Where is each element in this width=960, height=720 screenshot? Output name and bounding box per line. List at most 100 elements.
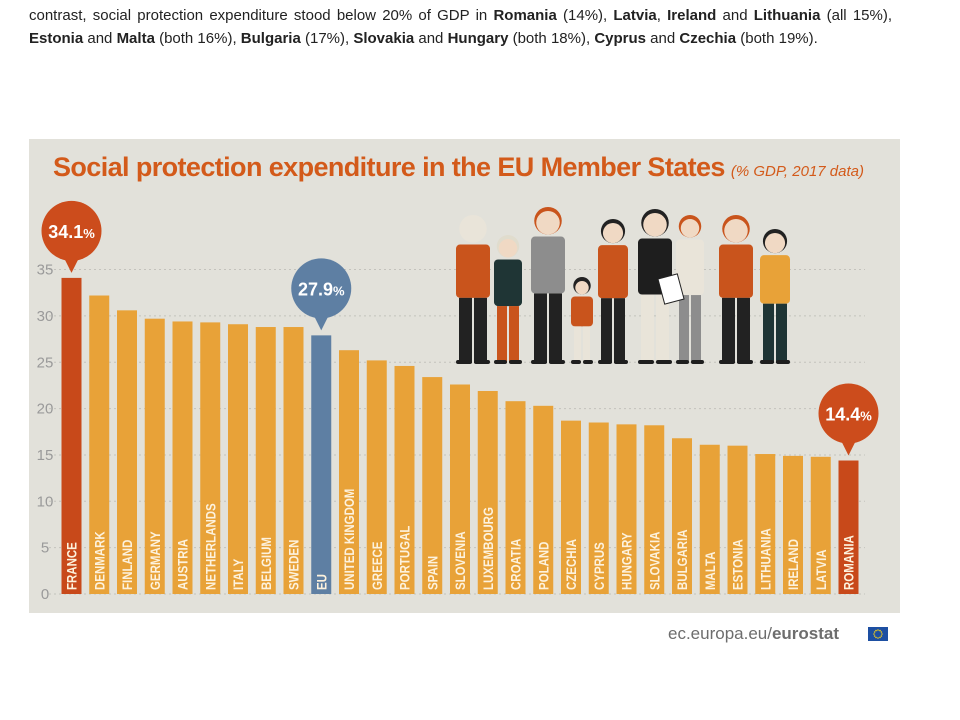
- bar-category-label: SPAIN: [424, 556, 440, 590]
- bar-greece: [366, 360, 387, 594]
- chart-canvas: 0 5 10 15 20 25 30 35 FRANCE DENMARK FINLAND GERMA…: [37, 200, 879, 603]
- bar-portugal: [394, 365, 415, 594]
- bar-italy: [228, 324, 248, 594]
- bar-category-label: SWEDEN: [285, 540, 301, 590]
- bar-luxembourg: [477, 390, 498, 594]
- bar-eu: [311, 335, 332, 594]
- eu-flag-icon: [868, 627, 888, 641]
- person-figure: [638, 209, 672, 364]
- bar-category-label: BULGARIA: [674, 529, 690, 590]
- bar-united-kingdom: [339, 350, 359, 594]
- bar-slovenia: [450, 384, 470, 594]
- bar-france: [61, 277, 82, 594]
- bar-bulgaria: [672, 438, 692, 594]
- callout-pointer: [63, 256, 80, 273]
- y-tick-label: 20: [37, 401, 54, 418]
- bar-austria: [172, 321, 193, 594]
- y-tick-label: 25: [37, 354, 54, 371]
- bar-category-label: LITHUANIA: [757, 528, 773, 590]
- bar-category-label: CZECHIA: [563, 539, 579, 590]
- bar-germany: [144, 318, 165, 594]
- y-tick-label: 0: [41, 586, 49, 603]
- bar-category-label: CYPRUS: [591, 542, 607, 590]
- callout-romania: 14.4%: [818, 383, 879, 456]
- eu-flag-stars: [873, 629, 883, 639]
- bar-malta: [699, 444, 720, 594]
- bar-category-label: ESTONIA: [729, 539, 745, 590]
- source-brand: eurostat: [771, 624, 840, 643]
- bar-category-label: UNITED KINGDOM: [341, 489, 357, 590]
- bar-category-label: IRELAND: [785, 539, 801, 590]
- bar-latvia: [810, 456, 831, 594]
- bar-category-label: LATVIA: [813, 549, 829, 590]
- callout-value: 14.4%: [825, 405, 872, 425]
- intro-paragraph: contrast, social protection expenditure …: [29, 7, 893, 47]
- bar-category-label: POLAND: [535, 542, 551, 590]
- y-tick-label: 35: [37, 262, 54, 279]
- callout-eu: 27.9%: [291, 258, 352, 331]
- bar-category-label: BELGIUM: [258, 537, 274, 590]
- y-tick-label: 15: [37, 447, 54, 464]
- callout-bubble: [41, 200, 102, 261]
- bar-finland: [117, 310, 137, 594]
- person-figure: [456, 215, 490, 364]
- document-icon: [657, 273, 685, 305]
- bar-category-label: SLOVAKIA: [646, 532, 662, 590]
- bar-cyprus: [588, 422, 609, 594]
- bar-category-label: NETHERLANDS: [202, 503, 218, 590]
- callout-bubble: [291, 258, 352, 319]
- callouts: 34.1% 27.9% 14.4%: [41, 200, 879, 456]
- callout-bubble: [818, 383, 879, 444]
- person-figure: [531, 207, 565, 364]
- bar-category-label: DENMARK: [91, 531, 107, 590]
- callout-france: 34.1%: [41, 200, 102, 273]
- bar-category-label: SLOVENIA: [452, 531, 468, 590]
- bar-category-label: HUNGARY: [618, 532, 634, 590]
- bar-denmark: [89, 295, 110, 594]
- bar-poland: [533, 405, 554, 594]
- person-figure: [494, 235, 522, 364]
- bar-croatia: [505, 401, 526, 594]
- chart-panel: 0 5 10 15 20 25 30 35 FRANCE DENMARK FINLAND GERMA…: [29, 139, 900, 613]
- bar-sweden: [283, 327, 304, 594]
- bar-lithuania: [755, 454, 776, 594]
- callout-value: 34.1%: [48, 222, 95, 242]
- bar-category-label: GERMANY: [147, 531, 163, 590]
- chart-title: Social protection expenditure in the EU …: [53, 152, 864, 183]
- bars: [61, 277, 859, 594]
- person-figure: [676, 215, 704, 364]
- y-axis-ticks: 0 5 10 15 20 25 30 35: [37, 262, 54, 603]
- chart-title-text: Social protection expenditure in the EU …: [53, 152, 725, 182]
- bar-category-label: FRANCE: [63, 542, 79, 590]
- bar-czechia: [561, 420, 581, 594]
- y-tick-label: 30: [37, 308, 54, 325]
- source-credit[interactable]: ec.europa.eu/eurostat: [668, 624, 839, 644]
- bar-category-label: MALTA: [702, 552, 718, 590]
- bar-category-label: AUSTRIA: [174, 539, 190, 590]
- callout-value: 27.9%: [298, 279, 345, 299]
- bar-category-label: GREECE: [369, 541, 385, 590]
- person-figure: [719, 215, 753, 364]
- source-domain: ec.europa.eu/: [668, 624, 772, 643]
- callout-pointer: [840, 439, 857, 456]
- y-tick-label: 10: [37, 493, 54, 510]
- bar-category-label: ITALY: [230, 558, 246, 590]
- bar-category-label: LUXEMBOURG: [480, 507, 496, 590]
- people-illustration: [456, 207, 790, 364]
- person-figure: [571, 277, 593, 364]
- bar-estonia: [727, 445, 748, 594]
- bar-romania: [838, 460, 859, 594]
- bar-slovakia: [644, 425, 665, 594]
- bar-netherlands: [200, 322, 221, 594]
- person-figure: [760, 229, 790, 364]
- bar-belgium: [255, 327, 276, 594]
- bar-category-label: ROMANIA: [840, 535, 856, 590]
- bar-labels: FRANCE DENMARK FINLAND GERMANY AUSTRIA NETHER…: [63, 489, 856, 590]
- person-figure: [598, 219, 628, 364]
- bar-category-label: PORTUGAL: [396, 525, 412, 590]
- bar-hungary: [616, 424, 637, 594]
- bar-category-label: FINLAND: [119, 540, 135, 590]
- bar-spain: [422, 377, 443, 594]
- chart-subtitle: (% GDP, 2017 data): [730, 163, 864, 180]
- callout-pointer: [313, 314, 330, 331]
